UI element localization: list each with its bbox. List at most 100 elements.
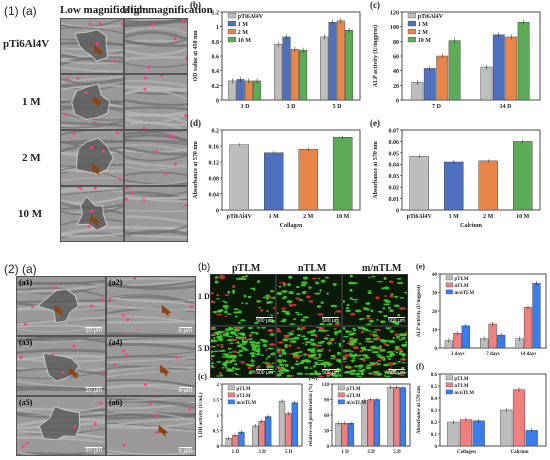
cell-dot	[224, 294, 230, 297]
cell-dot	[265, 362, 272, 365]
cell-dot	[277, 350, 281, 354]
marker-dot	[122, 443, 126, 447]
legend-label: pTLM	[454, 277, 468, 282]
cell-dot	[370, 345, 377, 347]
cell-dot	[326, 323, 330, 325]
cell-dot	[364, 356, 371, 359]
y-tick-label: 10	[432, 329, 438, 334]
cell-dot	[266, 310, 269, 313]
cell-dot	[386, 350, 394, 354]
cell-dot	[399, 296, 405, 299]
cell-dot	[309, 354, 316, 357]
marker-dot	[125, 318, 129, 322]
y-tick-label: 2	[217, 383, 220, 388]
bar	[393, 386, 400, 447]
cell-dot	[328, 339, 334, 342]
cell-dot	[403, 344, 407, 347]
marker-dot	[142, 127, 146, 129]
cell-dot	[278, 367, 282, 371]
bar	[478, 160, 498, 211]
cell-dot	[350, 351, 354, 353]
cell-dot	[346, 303, 350, 307]
cell-dot	[336, 351, 341, 356]
legend-swatch	[227, 36, 236, 43]
y-tick-label: 0.01	[389, 197, 400, 203]
cell-dot	[349, 275, 353, 278]
cell-dot	[333, 369, 337, 372]
cell-dot	[284, 363, 289, 367]
x-tick-label: 5 D	[285, 450, 293, 455]
scale-bar: 500 μm	[322, 317, 339, 324]
y-tick-label: 20	[432, 310, 438, 315]
cell-dot	[396, 277, 402, 280]
cell-dot	[250, 343, 255, 347]
y-tick-label: 0.02	[389, 186, 400, 192]
cell-dot	[314, 358, 318, 360]
cell-dot	[343, 327, 346, 330]
cell-dot	[349, 372, 356, 376]
y-tick-label: 40	[393, 69, 399, 75]
cell-dot	[372, 372, 379, 374]
cell-dot	[332, 283, 337, 286]
cell-dot	[312, 347, 316, 350]
bar	[492, 34, 505, 101]
cell-dot	[311, 277, 317, 280]
cell-dot	[218, 372, 223, 375]
legend-swatch	[407, 36, 416, 43]
cell-dot	[247, 365, 252, 370]
cell-dot	[227, 347, 232, 350]
cell-dot	[384, 295, 387, 298]
cell-dot	[278, 363, 285, 367]
cell-dot	[372, 351, 380, 354]
legend-swatch	[227, 12, 236, 19]
cell-dot	[399, 352, 405, 355]
sem-a-left-2: (a5) 10 μm	[16, 396, 106, 456]
cell-dot	[213, 336, 216, 340]
bar	[480, 66, 493, 101]
cell-dot	[359, 317, 365, 320]
cell-dot	[365, 307, 370, 311]
marker-dot	[130, 191, 134, 195]
marker-dot	[99, 401, 103, 405]
cell-dot	[320, 301, 324, 305]
bar	[444, 161, 464, 211]
y-tick-label: 80	[393, 40, 399, 46]
cell-dot	[396, 281, 404, 285]
cell-dot	[228, 327, 232, 329]
marker-dot	[125, 187, 129, 190]
plot-frame	[221, 129, 361, 211]
cell-dot	[329, 362, 332, 365]
cell-dot	[255, 332, 259, 335]
cell-dot	[302, 290, 307, 293]
fluorescence-image-0-0: 500 μm	[210, 274, 276, 326]
marker-dot	[118, 177, 122, 181]
cell-dot	[317, 330, 323, 332]
cell-dot	[231, 366, 235, 370]
x-tick-label: 3 D	[367, 450, 375, 455]
cell-dot	[398, 333, 405, 337]
cell-dot	[303, 337, 309, 341]
cell-dot	[218, 350, 226, 352]
cell-dot	[334, 312, 337, 314]
y-axis-label: OD value at 450 nm	[193, 30, 199, 81]
cell-dot	[240, 319, 246, 322]
cell-dot	[399, 338, 403, 341]
cell-dot	[360, 330, 365, 334]
cell-dot	[330, 357, 335, 360]
cell-dot	[277, 366, 280, 369]
cell-dot	[293, 353, 298, 357]
marker-dot	[115, 131, 119, 135]
cell-dot	[234, 315, 238, 318]
y-tick-label: 0.5	[431, 385, 438, 390]
cell-dot	[310, 351, 316, 353]
marker-dot	[84, 91, 88, 95]
part2-label: (2) (a)	[4, 262, 37, 276]
marker-dot	[122, 349, 126, 353]
bar	[290, 49, 299, 101]
x-tick-label: 10 M	[336, 214, 350, 220]
marker-dot	[149, 402, 153, 406]
cell-dot	[224, 328, 231, 331]
cell-dot	[383, 303, 390, 306]
y-tick-label: 0.05	[389, 151, 400, 157]
cell-dot	[368, 340, 375, 343]
